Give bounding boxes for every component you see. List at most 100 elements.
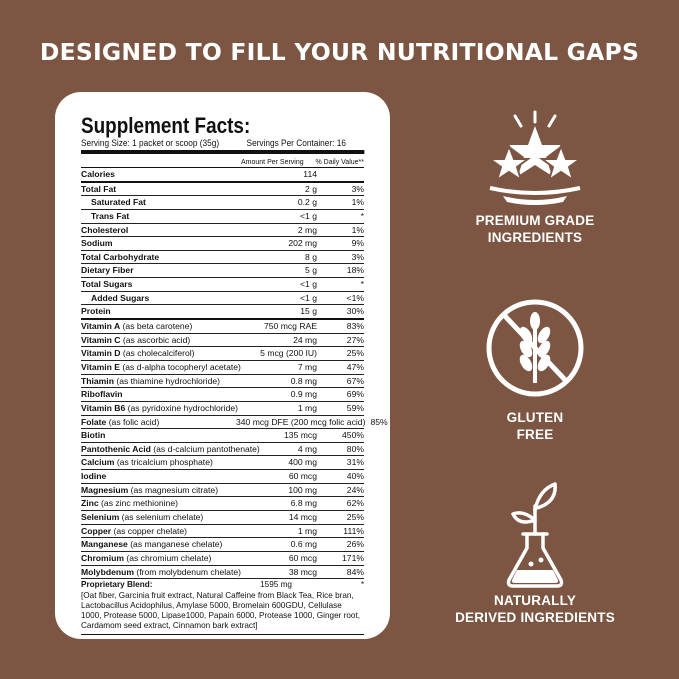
nutrient-dv: 47% (346, 361, 364, 372)
nutrient-name: Calcium (as tricalcium phosphate) (81, 456, 236, 469)
nutrient-dv: 31% (346, 457, 364, 468)
nutrient-dv: <1% (346, 292, 364, 303)
amount-header: Amount Per Serving (241, 159, 304, 166)
nutrient-name: Calories (81, 168, 236, 181)
nutrient-dv: 24% (346, 484, 364, 495)
nutrient-detail: (as beta carotene) (120, 321, 193, 332)
nutrient-dv: 3% (351, 183, 364, 194)
nutrient-label: Added Sugars (91, 292, 150, 303)
nutrient-name: Chromium (as chromium chelate) (81, 552, 236, 565)
nutrient-dv: 30% (346, 306, 364, 317)
nutrient-label: Vitamin D (81, 348, 121, 359)
nutrient-name: Magnesium (as magnesium citrate) (81, 484, 236, 497)
nutrient-row: Folate (as folic acid) 340 mcg DFE (200 m… (81, 416, 388, 430)
nutrient-row: Calories 114 (81, 168, 364, 183)
nutrient-amount: 14 mcg (288, 512, 317, 523)
stars-plate-icon (450, 108, 620, 212)
nutrient-name: Iodine (81, 470, 236, 483)
nutrient-name: Protein (81, 305, 236, 318)
nutrient-dv: 18% (346, 265, 364, 276)
nutrient-dv: 25% (346, 512, 364, 523)
nutrient-row: Saturated Fat 0.2 g 1% (81, 196, 364, 210)
nutrient-name: Sodium (81, 237, 236, 250)
nutrient-name: Saturated Fat (81, 196, 246, 209)
nutrient-label: Vitamin B6 (81, 402, 126, 413)
feature-gluten-line1: GLUTEN (506, 410, 564, 425)
servings-per-container: Servings Per Container: 16 (246, 138, 346, 148)
nutrient-dv: 3% (351, 251, 364, 262)
nutrient-label: Thiamin (81, 375, 114, 386)
nutrient-name: Biotin (81, 429, 236, 442)
nutrient-row: Vitamin C (as ascorbic acid) 24 mg 27% (81, 334, 364, 348)
nutrient-detail: (as cholecalciferol) (120, 348, 195, 359)
nutrient-label: Chromium (81, 552, 124, 563)
nutrient-dv: 26% (346, 539, 364, 550)
nutrient-label: Total Fat (81, 183, 117, 194)
nutrient-label: Saturated Fat (91, 197, 146, 208)
nutrient-dv: 80% (346, 443, 364, 454)
nutrient-name: Total Carbohydrate (81, 251, 236, 264)
nutrient-name: Added Sugars (81, 292, 246, 305)
blend-amount: 1595 mg (260, 580, 292, 590)
nutrient-name: Vitamin B6 (as pyridoxine hydrochloride) (81, 402, 238, 415)
nutrient-detail: (as ascorbic acid) (120, 334, 191, 345)
nutrient-name: Thiamin (as thiamine hydrochloride) (81, 375, 236, 388)
nutrient-label: Copper (81, 525, 112, 536)
nutrient-dv: 111% (343, 525, 364, 536)
nutrient-detail: (as selenium chelate) (119, 512, 204, 523)
nutrient-amount: 4 mg (297, 443, 317, 454)
nutrient-name: Folate (as folic acid) (81, 416, 236, 429)
nutrient-name: Trans Fat (81, 210, 246, 223)
nutrient-amount: 6.8 mg (290, 498, 317, 509)
nutrient-amount: 15 g (300, 306, 317, 317)
feature-natural-line1: NATURALLY (493, 593, 577, 608)
nutrient-name: Manganese (as manganese chelate) (81, 538, 236, 551)
nutrient-row: Total Carbohydrate 8 g 3% (81, 251, 364, 265)
nutrient-amount: 400 mg (288, 457, 317, 468)
nutrient-amount: 0.2 g (297, 197, 317, 208)
supplement-facts-title: Supplement Facts: (81, 113, 251, 138)
nutrient-row: Copper (as copper chelate) 1 mg 111% (81, 525, 364, 539)
nutrient-row: Trans Fat <1 g * (81, 210, 364, 224)
blend-ingredients: [Oat fiber, Garcinia fruit extract, Natu… (81, 591, 364, 635)
nutrient-dv: 450% (342, 430, 364, 441)
nutrient-amount: 5 g (305, 265, 317, 276)
nutrient-dv: 25% (346, 348, 364, 359)
feature-gluten-free: GLUTEN FREE (450, 295, 620, 443)
nutrient-label: Vitamin A (81, 321, 121, 332)
nutrient-row: Iodine 60 mcg 40% (81, 470, 364, 484)
nutrient-dv: 83% (346, 321, 364, 332)
nutrient-detail: (as manganese chelate) (127, 539, 223, 550)
nutrient-amount: 8 g (305, 251, 317, 262)
nutrient-name: Vitamin D (as cholecalciferol) (81, 347, 236, 360)
nutrient-detail: (as d-alpha tocopheryl acetate) (120, 361, 241, 372)
nutrient-row: Calcium (as tricalcium phosphate) 400 mg 3… (81, 456, 364, 471)
nutrient-dv: 1% (351, 224, 364, 235)
nutrient-amount: 60 mcg (288, 471, 317, 482)
nutrient-detail: (as thiamine hydrochloride) (113, 375, 220, 386)
nutrient-amount: 100 mg (288, 484, 317, 495)
nutrient-label: Cholesterol (81, 224, 129, 235)
blend-dv: * (360, 580, 364, 590)
nutrient-label: Sodium (81, 238, 113, 249)
nutrient-dv: 69% (346, 389, 364, 400)
nutrient-row: Manganese (as manganese chelate) 0.6 mg 26… (81, 538, 364, 552)
nutrient-row: Sodium 202 mg 9% (81, 237, 364, 251)
nutrient-label: Trans Fat (91, 210, 130, 221)
nutrient-name: Vitamin E (as d-alpha tocopheryl acetate… (81, 361, 241, 374)
nutrient-row: Vitamin B6 (as pyridoxine hydrochloride)… (81, 402, 364, 416)
feature-premium-line2: INGREDIENTS (487, 230, 583, 245)
nutrient-row: Cholesterol 2 mg 1% (81, 224, 364, 238)
nutrient-amount: 24 mg (293, 334, 317, 345)
nutrient-row: Total Sugars <1 g * (81, 278, 364, 292)
nutrient-label: Dietary Fiber (81, 265, 134, 276)
nutrient-name: Total Sugars (81, 278, 236, 291)
nutrient-dv: 85% (370, 416, 388, 427)
feature-gluten-line2: FREE (516, 427, 554, 442)
blend-name: Proprietary Blend: (81, 580, 153, 590)
nutrient-dv: * (360, 279, 364, 290)
headline: DESIGNED TO FILL YOUR NUTRITIONAL GAPS (39, 38, 640, 66)
nutrient-label: Riboflavin (81, 389, 123, 400)
nutrient-row: Dietary Fiber 5 g 18% (81, 264, 364, 279)
nutrient-label: Magnesium (81, 484, 129, 495)
